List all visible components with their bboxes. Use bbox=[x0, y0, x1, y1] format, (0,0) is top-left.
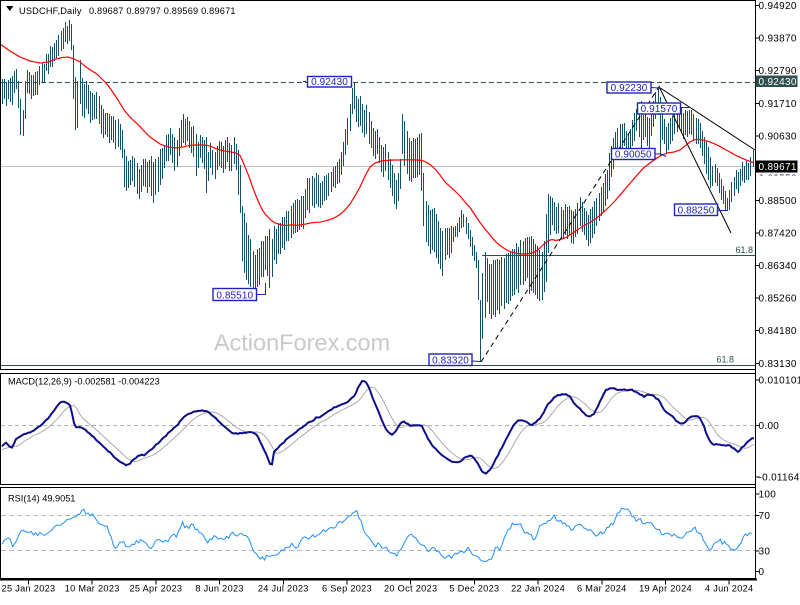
svg-text:0.85510: 0.85510 bbox=[216, 291, 253, 302]
svg-text:0.88250: 0.88250 bbox=[678, 206, 715, 217]
svg-text:0.94920: 0.94920 bbox=[759, 1, 797, 12]
svg-text:0.92430: 0.92430 bbox=[759, 77, 797, 88]
svg-text:0.84180: 0.84180 bbox=[759, 326, 797, 337]
svg-text:24 Jul 2023: 24 Jul 2023 bbox=[258, 584, 309, 594]
svg-text:0.010101: 0.010101 bbox=[759, 376, 800, 387]
svg-text:0.91710: 0.91710 bbox=[759, 99, 797, 110]
svg-text:4 Jun 2024: 4 Jun 2024 bbox=[705, 584, 753, 594]
svg-text:0.89671: 0.89671 bbox=[759, 162, 797, 173]
svg-text:0.92430: 0.92430 bbox=[311, 77, 348, 88]
svg-text:6 Mar 2024: 6 Mar 2024 bbox=[577, 584, 626, 594]
svg-text:22 Jan 2024: 22 Jan 2024 bbox=[511, 584, 565, 594]
svg-text:0.92790: 0.92790 bbox=[759, 66, 797, 77]
svg-text:30: 30 bbox=[759, 547, 771, 558]
svg-text:19 Apr 2024: 19 Apr 2024 bbox=[639, 584, 692, 594]
svg-text:100: 100 bbox=[759, 490, 777, 501]
svg-text:USDCHF,Daily: USDCHF,Daily bbox=[19, 6, 82, 16]
svg-text:20 Oct 2023: 20 Oct 2023 bbox=[384, 584, 437, 594]
svg-text:0.91570: 0.91570 bbox=[641, 104, 678, 115]
svg-text:0.90630: 0.90630 bbox=[759, 132, 797, 143]
svg-text:10 Mar 2023: 10 Mar 2023 bbox=[65, 584, 120, 594]
svg-text:0.89687 0.89797 0.89569 0.8967: 0.89687 0.89797 0.89569 0.89671 bbox=[89, 6, 236, 16]
svg-text:0.83320: 0.83320 bbox=[432, 356, 469, 367]
svg-text:25 Apr 2023: 25 Apr 2023 bbox=[129, 584, 182, 594]
svg-text:0.00: 0.00 bbox=[759, 421, 780, 432]
svg-text:0: 0 bbox=[759, 567, 765, 578]
svg-text:-0.011645: -0.011645 bbox=[759, 473, 800, 484]
svg-text:0.85260: 0.85260 bbox=[759, 294, 797, 305]
svg-text:8 Jun 2023: 8 Jun 2023 bbox=[195, 584, 243, 594]
svg-text:70: 70 bbox=[759, 511, 771, 522]
svg-text:MACD(12,26,9) -0.002581 -0.004: MACD(12,26,9) -0.002581 -0.004223 bbox=[8, 377, 160, 387]
svg-text:25 Jan 2023: 25 Jan 2023 bbox=[2, 584, 56, 594]
svg-text:0.92230: 0.92230 bbox=[611, 83, 648, 94]
svg-text:5 Dec 2023: 5 Dec 2023 bbox=[449, 584, 499, 594]
svg-text:0.90050: 0.90050 bbox=[615, 150, 652, 161]
svg-text:0.83130: 0.83130 bbox=[759, 359, 797, 370]
svg-text:0.86340: 0.86340 bbox=[759, 261, 797, 272]
svg-text:6 Sep 2023: 6 Sep 2023 bbox=[322, 584, 372, 594]
svg-text:0.88500: 0.88500 bbox=[759, 196, 797, 207]
svg-text:0.93870: 0.93870 bbox=[759, 34, 797, 45]
svg-text:61.8: 61.8 bbox=[716, 355, 734, 365]
svg-text:61.8: 61.8 bbox=[735, 245, 753, 255]
svg-text:RSI(14) 49.9051: RSI(14) 49.9051 bbox=[8, 494, 75, 504]
svg-text:0.87420: 0.87420 bbox=[759, 229, 797, 240]
svg-text:ActionForex.com: ActionForex.com bbox=[214, 330, 390, 356]
